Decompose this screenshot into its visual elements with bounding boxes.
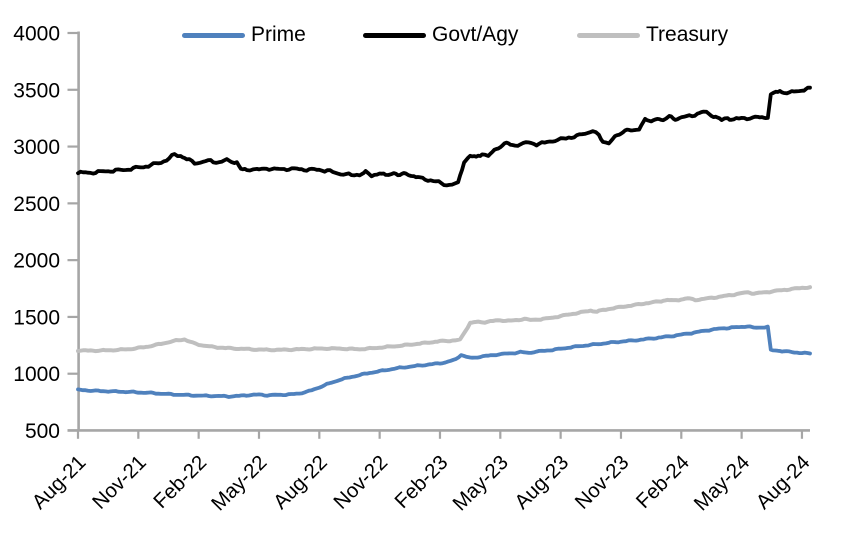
x-axis-label: Nov-21: [88, 451, 151, 514]
y-axis-label: 4000: [13, 23, 60, 46]
x-axis-label: May-24: [690, 451, 755, 516]
legend-swatch-govt-agy: [363, 32, 426, 38]
series-line-govt-agy: [76, 85, 812, 188]
x-axis-label: Aug-22: [269, 451, 332, 514]
legend-swatch-treasury: [577, 32, 640, 38]
series-line-treasury: [76, 285, 812, 354]
x-axis-label: Aug-23: [510, 451, 573, 514]
x-axis-label: May-22: [207, 451, 272, 516]
legend-item-prime: Prime: [182, 22, 306, 48]
x-axis-label: Feb-24: [632, 451, 694, 513]
legend-item-treasury: Treasury: [577, 22, 728, 48]
series-line-prime: [76, 324, 812, 399]
legend-label-govt-agy: Govt/Agy: [432, 23, 519, 46]
x-axis-label: Aug-24: [751, 451, 814, 514]
x-axis-label: Feb-22: [149, 451, 211, 513]
x-axis-label: Feb-23: [390, 451, 452, 513]
x-axis-label: Nov-22: [329, 451, 392, 514]
y-axis-label: 3000: [13, 136, 60, 159]
y-axis-label: 2000: [13, 250, 60, 273]
y-axis-label: 1000: [13, 363, 60, 386]
legend-label-treasury: Treasury: [646, 23, 729, 46]
legend-label-prime: Prime: [251, 23, 306, 46]
y-axis-label: 2500: [13, 193, 60, 216]
x-axis-label: Aug-21: [28, 451, 91, 514]
y-axis-label: 1500: [13, 306, 60, 329]
legend-swatch-prime: [182, 32, 245, 38]
legend-item-govt-agy: Govt/Agy: [363, 22, 518, 48]
y-axis-label: 3500: [13, 79, 60, 102]
x-axis-label: May-23: [448, 451, 513, 516]
y-axis-label: 500: [25, 420, 60, 443]
chart-legend: Prime Govt/Agy Treasury: [0, 22, 852, 48]
x-axis-label: Nov-23: [571, 451, 634, 514]
